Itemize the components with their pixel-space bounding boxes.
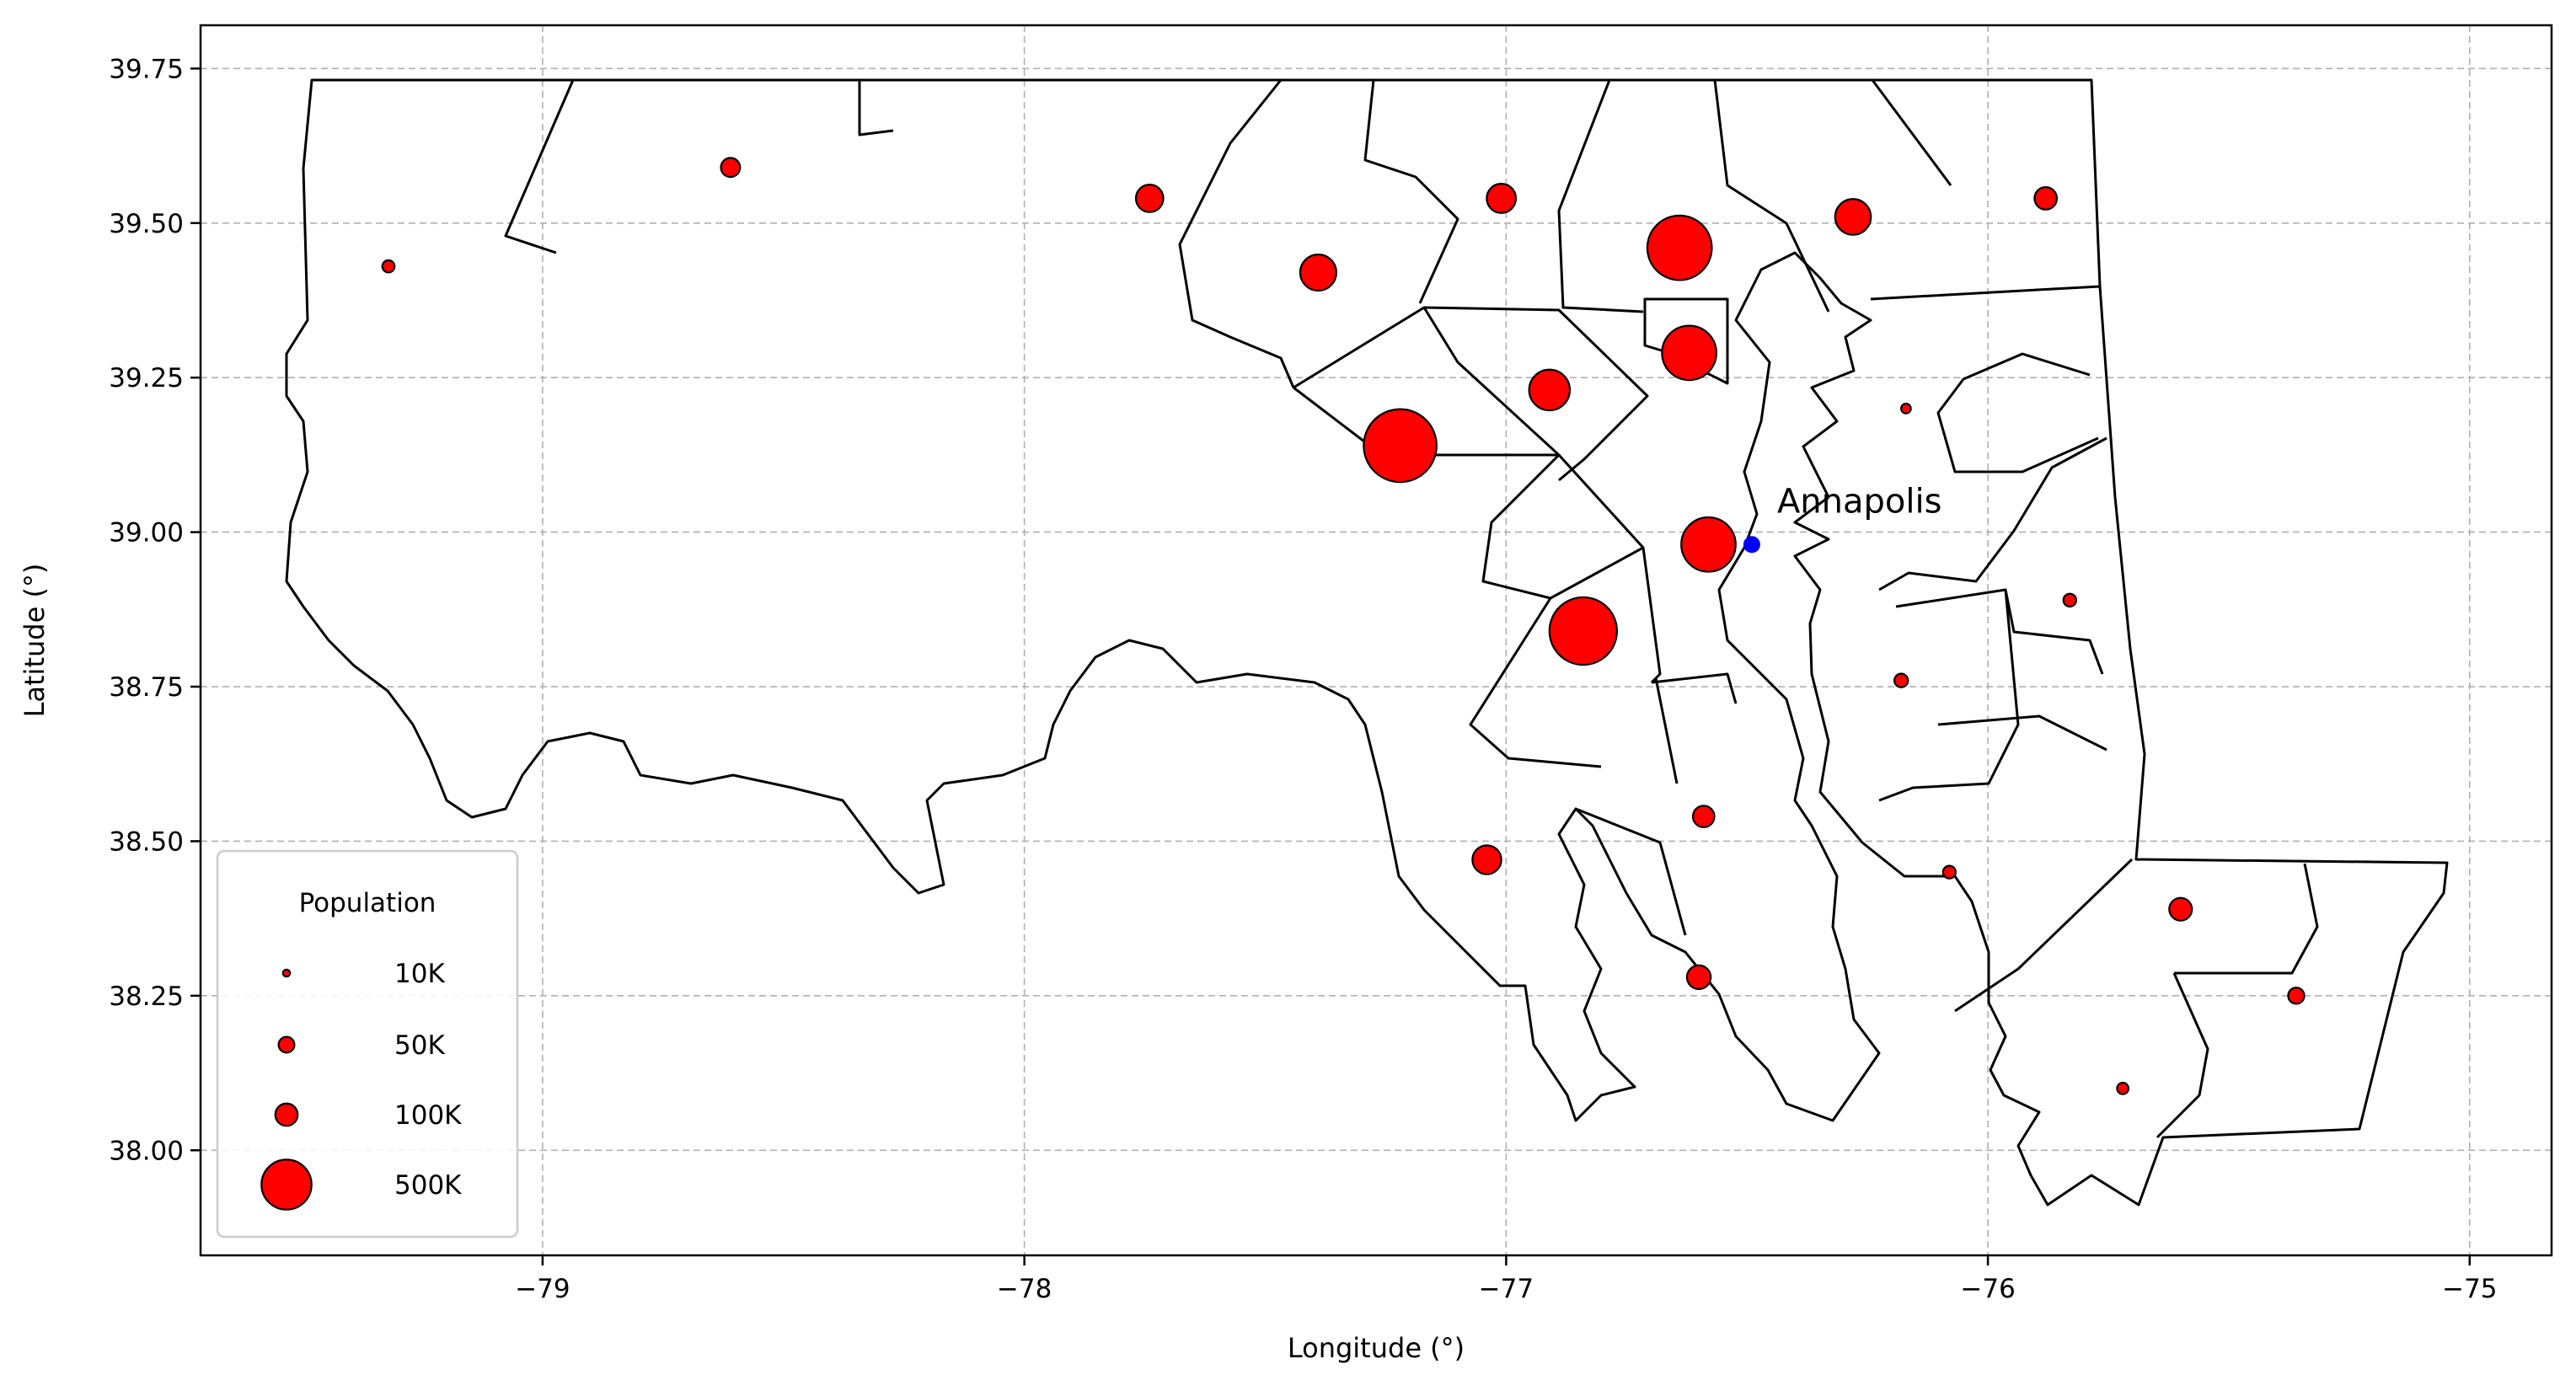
legend-marker: [281, 968, 292, 978]
legend-label: 50K: [394, 1030, 445, 1061]
population-marker: [720, 157, 742, 179]
axes-border: [199, 24, 2553, 1257]
y-tick-label: 39.25: [109, 363, 184, 393]
population-marker: [1299, 253, 1337, 292]
county-line: [504, 79, 1952, 388]
population-marker: [1893, 672, 1909, 688]
y-tick-label: 38.00: [109, 1136, 184, 1166]
y-tick-label: 39.50: [109, 209, 184, 239]
population-marker: [1528, 368, 1572, 412]
y-tick-label: 39.75: [109, 54, 184, 84]
population-marker: [1363, 408, 1438, 484]
population-marker: [1834, 198, 1872, 236]
population-marker: [2062, 592, 2078, 608]
population-marker: [1685, 964, 1712, 991]
population-marker: [2116, 1082, 2130, 1095]
legend-label: 500K: [394, 1170, 462, 1201]
axis-ticks: −79 −78 −77 −76 −75 38.00 38.25 38.50 38.75 39.00…: [109, 54, 2497, 1304]
legend-marker: [274, 1102, 299, 1127]
y-axis-title: Latitude (°): [19, 564, 51, 718]
population-marker: [1691, 805, 1716, 828]
population-marker: [1646, 214, 1713, 281]
capital-label: Annapolis: [1777, 482, 1942, 521]
x-axis-title: Longitude (°): [1288, 1332, 1465, 1364]
legend-title: Population: [299, 888, 436, 918]
population-marker: [2287, 987, 2306, 1005]
y-tick-label: 39.00: [109, 518, 184, 548]
population-marker: [1486, 183, 1518, 214]
grid-lines: [201, 25, 2552, 1255]
population-marker: [1941, 864, 1957, 880]
x-tick-label: −77: [1479, 1274, 1534, 1304]
legend-box: [216, 849, 519, 1239]
legend-label: 100K: [394, 1100, 462, 1131]
plot-frame: [199, 24, 2553, 1257]
state-outline: [285, 78, 2449, 1206]
population-marker: [2168, 896, 2193, 922]
population-marker: [1661, 324, 1717, 382]
y-tick-label: 38.50: [109, 827, 184, 857]
x-tick-label: −76: [1960, 1274, 2015, 1304]
population-marker: [1900, 402, 1912, 415]
x-tick-label: −75: [2442, 1274, 2497, 1304]
population-marker: [1134, 184, 1165, 213]
population-marker: [1548, 596, 1619, 666]
legend-marker: [277, 1035, 296, 1054]
capital-marker: [1743, 536, 1760, 554]
county-boundaries: [285, 78, 2449, 1206]
population-markers: [381, 157, 2306, 1095]
legend-marker: [260, 1158, 313, 1211]
capital-highlight: Annapolis: [1743, 482, 1942, 554]
population-marker: [381, 259, 396, 274]
y-tick-label: 38.25: [109, 982, 184, 1012]
x-tick-label: −79: [515, 1274, 570, 1304]
population-marker: [1471, 844, 1502, 875]
population-marker: [1680, 516, 1737, 573]
legend-label: 10K: [394, 959, 445, 989]
population-marker: [2033, 186, 2059, 211]
legend: Population 10K 50K 100K 500K: [216, 849, 519, 1239]
x-tick-label: −78: [997, 1274, 1052, 1304]
y-tick-label: 38.75: [109, 672, 184, 703]
county-line: [1870, 285, 2319, 1139]
